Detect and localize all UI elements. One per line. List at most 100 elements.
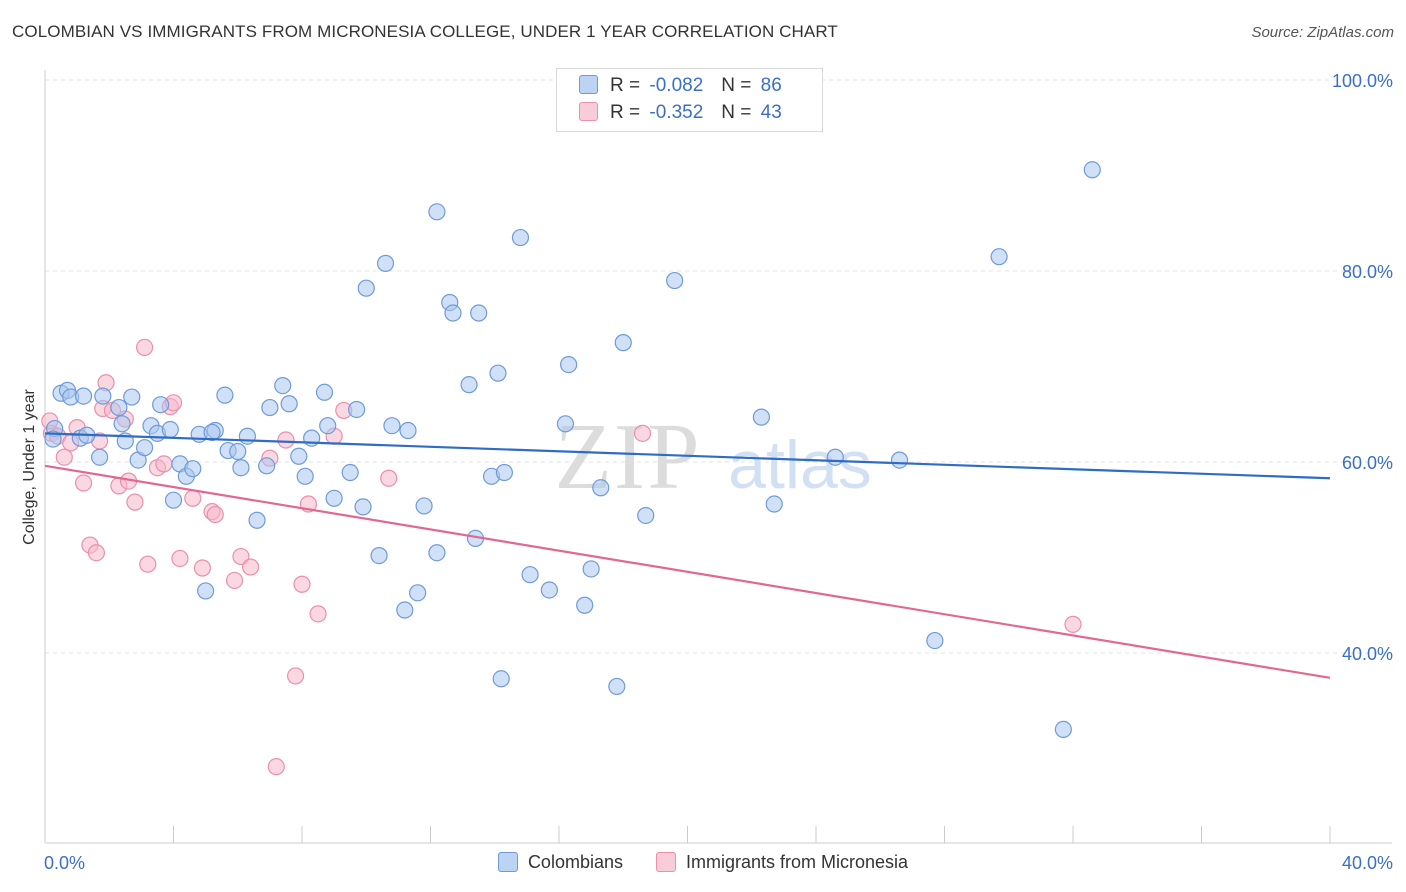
colombians-point-42	[341, 463, 359, 482]
legend-row-colombians: R = -0.082 N = 86	[579, 75, 782, 101]
colombians-point-52	[415, 497, 433, 515]
colombians-point-56	[444, 304, 462, 322]
micronesia-point-31	[267, 758, 285, 776]
bottom-legend-label-colombians: Colombians	[527, 852, 623, 872]
colombians-point-7	[91, 448, 109, 466]
trend-lines	[44, 432, 1331, 679]
colombians-point-12	[123, 388, 141, 406]
legend-r-value: -0.352	[649, 102, 704, 123]
colombians-point-78	[826, 448, 844, 466]
colombians-point-50	[399, 421, 417, 440]
micronesia-point-27	[225, 571, 244, 590]
legend-n-label: N =	[721, 75, 752, 96]
colombians-point-46	[370, 546, 388, 565]
y-tick-label-0: 40.0%	[1342, 644, 1393, 664]
micronesia-point-16	[135, 338, 154, 356]
x-tick-label-1: 40.0%	[1342, 853, 1393, 873]
legend-swatch-micronesia	[579, 102, 598, 121]
micronesia-point-29	[242, 558, 260, 576]
micronesia-point-23	[184, 489, 202, 507]
legend: R = -0.082 N = 86 R = -0.352 N = 43	[556, 68, 823, 132]
legend-r-label: R =	[610, 75, 641, 96]
colombians-point-39	[315, 383, 334, 401]
colombians-point-74	[637, 506, 655, 525]
watermark-zip: ZIP	[555, 405, 702, 509]
trend-line-colombians	[44, 432, 1331, 480]
micronesia-point-24	[193, 559, 212, 577]
colombians-point-47	[376, 254, 395, 272]
colombians-point-53	[428, 544, 446, 562]
micronesia-point-19	[155, 455, 173, 473]
series-colombians-points	[44, 161, 1101, 739]
colombians-point-28	[229, 442, 247, 461]
micronesia-point-7	[87, 544, 106, 562]
micronesia-point-39	[380, 469, 398, 487]
colombians-point-80	[926, 631, 944, 650]
bottom-legend-label-micronesia: Immigrants from Micronesia	[686, 852, 909, 872]
colombians-point-73	[614, 334, 632, 352]
colombians-point-9	[110, 398, 128, 417]
colombians-point-63	[495, 463, 513, 482]
y-tick-label-1: 60.0%	[1342, 453, 1393, 473]
colombians-point-35	[280, 395, 298, 413]
colombians-point-64	[511, 228, 530, 247]
colombians-point-48	[383, 417, 401, 435]
micronesia-point-36	[309, 605, 327, 623]
colombians-point-57	[460, 376, 478, 394]
colombians-point-41	[325, 489, 343, 507]
colombians-point-76	[752, 408, 770, 426]
colombians-point-36	[290, 447, 308, 465]
colombians-point-77	[765, 495, 783, 513]
colombians-point-71	[592, 479, 610, 497]
colombians-point-34	[274, 377, 292, 395]
colombians-point-26	[216, 386, 234, 404]
micronesia-point-17	[139, 555, 157, 573]
colombians-point-43	[348, 400, 366, 419]
colombians-point-68	[560, 355, 578, 374]
legend-swatch-colombians	[579, 75, 598, 94]
colombians-point-24	[197, 582, 215, 600]
colombians-point-72	[608, 677, 626, 696]
colombians-point-17	[152, 396, 170, 414]
colombians-point-79	[890, 451, 909, 469]
colombians-point-59	[470, 304, 488, 322]
source-label: Source: ZipAtlas.com	[1251, 24, 1394, 41]
colombians-point-40	[319, 417, 337, 435]
micronesia-point-22	[171, 549, 189, 568]
colombians-point-51	[409, 584, 427, 602]
colombians-point-66	[540, 581, 558, 599]
colombians-point-33	[261, 398, 279, 417]
tick-labels: 40.0% 60.0% 80.0% 100.0% 0.0% 40.0%	[44, 71, 1393, 873]
colombians-point-44	[354, 498, 372, 516]
colombians-point-10	[113, 415, 131, 433]
chart-title: COLOMBIAN VS IMMIGRANTS FROM MICRONESIA …	[12, 22, 838, 41]
bottom-legend-swatch-colombians	[497, 852, 518, 872]
legend-r-value: -0.082	[649, 75, 704, 96]
micronesia-point-40	[633, 424, 652, 442]
colombians-point-8	[94, 387, 112, 405]
watermark: ZIP atlas	[555, 405, 872, 509]
colombians-point-14	[135, 439, 154, 457]
legend-row-micronesia: R = -0.352 N = 43	[579, 102, 782, 128]
bottom-legend-micronesia: Immigrants from Micronesia	[656, 852, 908, 873]
colombians-point-37	[296, 467, 314, 485]
micronesia-point-5	[74, 474, 93, 492]
x-tick-label-0: 0.0%	[44, 853, 85, 873]
colombians-point-69	[576, 596, 594, 614]
colombians-point-62	[492, 670, 510, 688]
watermark-atlas: atlas	[728, 427, 872, 503]
y-axis-label: College, Under 1 year	[21, 389, 38, 545]
bottom-legend-swatch-micronesia	[656, 852, 676, 872]
colombians-point-29	[232, 459, 250, 477]
colombians-point-65	[521, 566, 539, 584]
legend-n-label: N =	[721, 102, 752, 123]
colombians-point-70	[582, 560, 600, 578]
colombians-point-22	[184, 460, 202, 478]
colombians-point-84	[44, 430, 62, 448]
legend-n-value: 43	[760, 102, 782, 123]
colombians-point-54	[428, 203, 446, 221]
colombians-point-32	[258, 457, 276, 475]
micronesia-point-26	[206, 505, 224, 524]
colombians-point-83	[1083, 161, 1101, 179]
